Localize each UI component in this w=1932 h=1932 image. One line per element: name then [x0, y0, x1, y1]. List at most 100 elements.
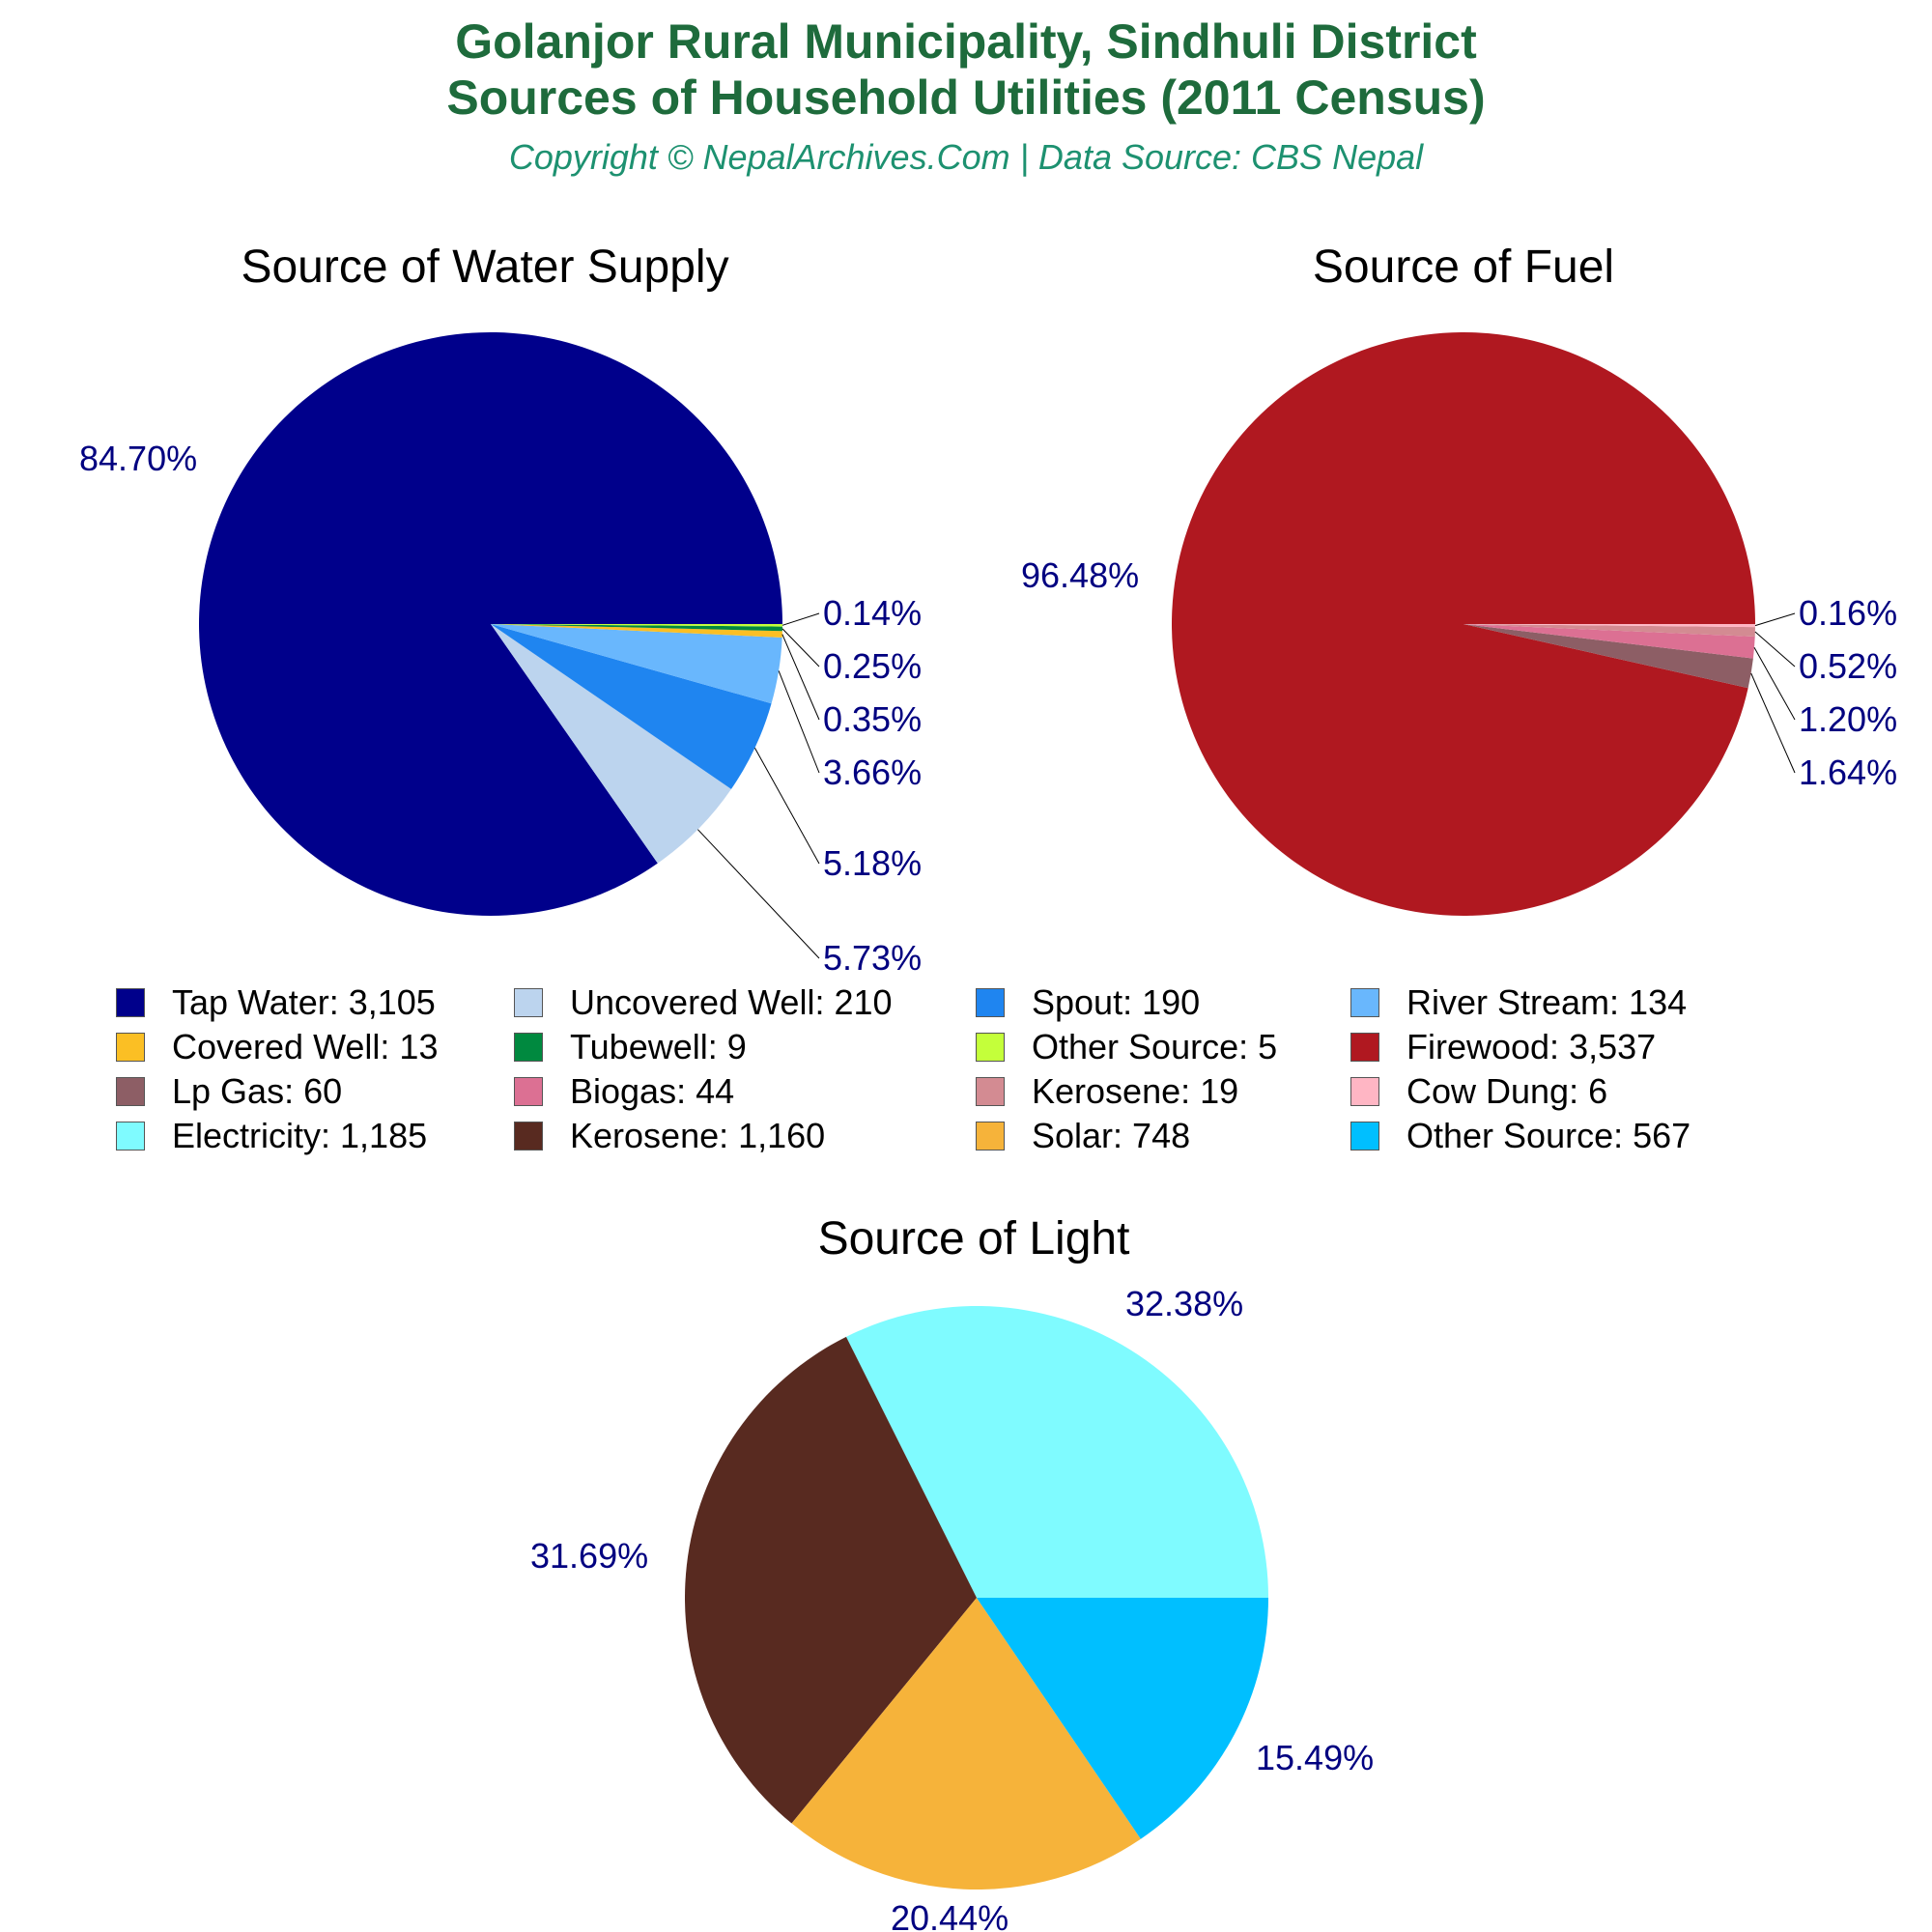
leader-line-kerosene: [1754, 631, 1796, 668]
legend-item: Other Source: 5: [976, 1027, 1350, 1066]
legend: Tap Water: 3,105 Uncovered Well: 210 Spout…: [116, 982, 1874, 1155]
legend-item: Firewood: 3,537: [1350, 1027, 1853, 1066]
pie-slice-tubewell: [491, 624, 782, 632]
pie-title-source-of-water-supply: Source of Water Supply: [241, 242, 728, 293]
legend-swatch: [1350, 1122, 1379, 1151]
legend-swatch: [116, 1033, 145, 1062]
leader-line-spout: [753, 748, 820, 865]
legend-item: Tap Water: 3,105: [116, 982, 514, 1022]
legend-label: Uncovered Well: 210: [570, 982, 893, 1022]
pie-slice-uncovered-well: [491, 624, 731, 864]
legend-label: Biogas: 44: [570, 1071, 735, 1111]
leader-line-tubewell: [781, 628, 820, 668]
pie-chart-source-of-light: Source of Light 32.38% 31.69% 20.44% 15.49%: [530, 1213, 1374, 1932]
pie-title-source-of-fuel: Source of Fuel: [1313, 242, 1614, 293]
legend-item: Kerosene: 1,160: [514, 1116, 976, 1155]
pie-label-other-source: 0.14%: [823, 593, 922, 633]
legend-swatch: [976, 1122, 1005, 1151]
legend-swatch: [976, 1077, 1005, 1106]
pie-slice-covered-well: [491, 624, 782, 638]
leader-line-covered-well: [781, 634, 820, 721]
pie-slice-biogas: [1463, 624, 1755, 659]
pie-label-tubewell: 0.25%: [823, 646, 922, 686]
legend-item: Other Source: 567: [1350, 1116, 1853, 1155]
pie-label-kerosene: 31.69%: [530, 1536, 648, 1576]
legend-swatch: [976, 1033, 1005, 1062]
legend-item: Covered Well: 13: [116, 1027, 514, 1066]
pie-label-tap-water: 84.70%: [79, 439, 197, 478]
pie-slice-firewood: [1172, 332, 1755, 917]
pie-slice-kerosene: [1463, 624, 1755, 637]
pie-label-electricity: 32.38%: [1125, 1284, 1243, 1323]
legend-swatch: [514, 988, 543, 1017]
pie-slice-river-stream: [491, 624, 782, 704]
pie-slice-solar: [791, 1598, 1141, 1889]
legend-item: Uncovered Well: 210: [514, 982, 976, 1022]
chart-header: Golanjor Rural Municipality, Sindhuli Di…: [0, 14, 1932, 182]
legend-swatch: [116, 988, 145, 1017]
pie-slice-kerosene: [684, 1336, 977, 1824]
legend-label: Cow Dung: 6: [1406, 1071, 1608, 1111]
legend-label: Solar: 748: [1032, 1116, 1191, 1155]
pie-label-other-source: 15.49%: [1256, 1738, 1374, 1777]
pie-label-kerosene: 0.52%: [1799, 646, 1897, 686]
legend-swatch: [514, 1033, 543, 1062]
pie-chart-source-of-water-supply: Source of Water Supply 84.70% 5.73% 5.18% 3.…: [79, 242, 922, 978]
pie-label-uncovered-well: 5.73%: [823, 938, 922, 978]
pie-chart-source-of-fuel: Source of Fuel 96.48% 1.64% 1.20% 0.52% 0.16%: [1021, 242, 1897, 917]
legend-label: Tap Water: 3,105: [172, 982, 436, 1022]
legend-swatch: [1350, 988, 1379, 1017]
pie-label-lp-gas: 1.64%: [1799, 753, 1897, 792]
legend-label: Spout: 190: [1032, 982, 1201, 1022]
pie-slice-other-source: [491, 624, 783, 627]
legend-label: Electricity: 1,185: [172, 1116, 428, 1155]
legend-item: Biogas: 44: [514, 1071, 976, 1111]
pie-title-source-of-light: Source of Light: [818, 1213, 1130, 1264]
leader-line-cow-dung: [1754, 612, 1796, 627]
legend-item: Cow Dung: 6: [1350, 1071, 1853, 1111]
copyright-subtitle: Copyright © NepalArchives.Com | Data Sou…: [508, 137, 1424, 177]
pie-label-solar: 20.44%: [891, 1898, 1009, 1932]
legend-item: Solar: 748: [976, 1116, 1350, 1155]
pie-slice-cow-dung: [1463, 624, 1755, 628]
pie-label-cow-dung: 0.16%: [1799, 593, 1897, 633]
legend-item: Tubewell: 9: [514, 1027, 976, 1066]
legend-swatch: [1350, 1033, 1379, 1062]
legend-item: Kerosene: 19: [976, 1071, 1350, 1111]
legend-item: Lp Gas: 60: [116, 1071, 514, 1111]
legend-label: Kerosene: 1,160: [570, 1116, 826, 1155]
main-title-line-1: Golanjor Rural Municipality, Sindhuli Di…: [455, 14, 1477, 69]
pie-label-firewood: 96.48%: [1021, 555, 1139, 595]
legend-label: Other Source: 567: [1406, 1116, 1691, 1155]
leader-line-biogas: [1753, 647, 1796, 721]
legend-item: Spout: 190: [976, 982, 1350, 1022]
pie-slice-lp-gas: [1463, 624, 1753, 689]
legend-label: Kerosene: 19: [1032, 1071, 1239, 1111]
legend-swatch: [1350, 1077, 1379, 1106]
legend-item: Electricity: 1,185: [116, 1116, 514, 1155]
legend-item: River Stream: 134: [1350, 982, 1853, 1022]
pie-slice-other-source: [977, 1598, 1268, 1839]
leader-line-uncovered-well: [697, 829, 820, 959]
legend-swatch: [514, 1077, 543, 1106]
legend-label: Other Source: 5: [1032, 1027, 1278, 1066]
main-title-line-2: Sources of Household Utilities (2011 Cen…: [446, 71, 1486, 125]
legend-label: Tubewell: 9: [570, 1027, 747, 1066]
pie-slice-tap-water: [199, 332, 783, 917]
pie-label-river-stream: 3.66%: [823, 753, 922, 792]
pie-slice-spout: [491, 624, 772, 789]
pie-label-biogas: 1.20%: [1799, 699, 1897, 739]
legend-swatch: [514, 1122, 543, 1151]
legend-label: Firewood: 3,537: [1406, 1027, 1657, 1066]
legend-label: Lp Gas: 60: [172, 1071, 343, 1111]
leader-line-lp-gas: [1750, 672, 1796, 774]
pie-label-spout: 5.18%: [823, 843, 922, 883]
leader-line-other-source: [781, 612, 820, 626]
legend-label: Covered Well: 13: [172, 1027, 439, 1066]
legend-label: River Stream: 134: [1406, 982, 1688, 1022]
pie-slice-electricity: [845, 1305, 1268, 1598]
legend-swatch: [116, 1122, 145, 1151]
leader-line-river-stream: [778, 670, 820, 774]
legend-swatch: [116, 1077, 145, 1106]
